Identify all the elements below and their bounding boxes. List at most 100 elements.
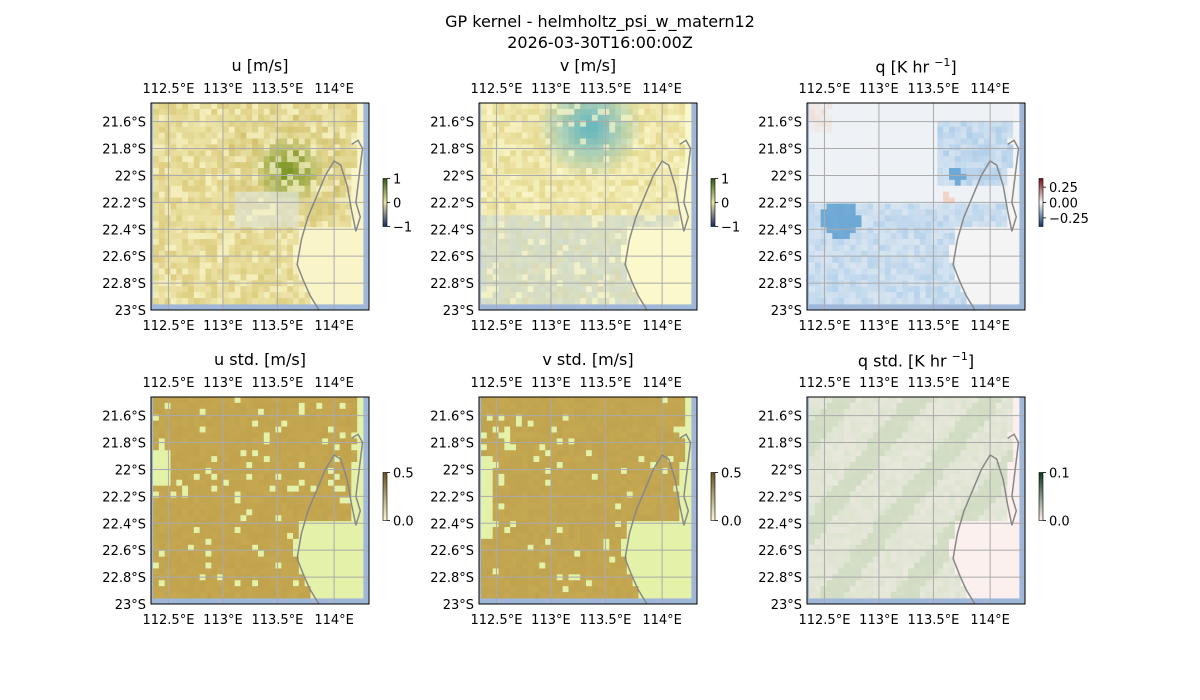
heatmap-cell <box>626 286 634 293</box>
heatmap-cell <box>516 185 523 193</box>
heatmap-cell <box>240 462 247 469</box>
heatmap-cell <box>597 250 604 258</box>
heatmap-cell <box>638 162 645 169</box>
heatmap-cell <box>638 292 645 299</box>
heatmap-cell <box>861 132 868 139</box>
heatmap-cell <box>989 286 997 293</box>
heatmap-cell <box>591 238 599 246</box>
heatmap-cell <box>269 586 276 593</box>
heatmap-cell <box>989 227 997 234</box>
heatmap-cell <box>182 108 189 116</box>
heatmap-cell <box>258 203 265 210</box>
heatmap-cell <box>919 179 927 187</box>
heatmap-cell <box>533 103 540 110</box>
heatmap-cell <box>153 286 160 293</box>
heatmap-cell <box>855 221 862 228</box>
heatmap-cell <box>170 108 177 116</box>
heatmap-cell <box>217 532 224 540</box>
heatmap-cell <box>246 467 253 475</box>
heatmap-cell <box>615 233 622 240</box>
heatmap-cell <box>638 227 645 234</box>
heatmap-cell <box>345 503 352 510</box>
heatmap-cell <box>1001 144 1008 151</box>
heatmap-cell <box>246 432 253 439</box>
heatmap-cell <box>873 126 880 133</box>
heatmap-cell <box>287 444 294 451</box>
heatmap-cell <box>269 515 276 522</box>
heatmap-cell <box>211 250 218 258</box>
heatmap-cell <box>205 497 212 504</box>
heatmap-cell <box>246 532 253 540</box>
heatmap-cell <box>510 256 517 264</box>
heatmap-cell <box>153 221 160 228</box>
heatmap-cell <box>188 227 195 234</box>
heatmap-cell <box>316 268 323 275</box>
heatmap-cell <box>972 227 979 234</box>
heatmap-cell <box>357 402 364 410</box>
heatmap-cell <box>890 197 897 204</box>
heatmap-cell <box>316 550 323 558</box>
heatmap-cell <box>943 132 950 139</box>
heatmap-cell <box>310 179 317 187</box>
heatmap-cell <box>153 173 160 181</box>
heatmap-cell <box>481 203 488 210</box>
heatmap-cell <box>914 197 921 204</box>
x-tick-label-top: 112.5°E <box>142 82 194 97</box>
heatmap-cell <box>521 262 529 269</box>
y-tick-label: 23°S <box>115 304 146 319</box>
heatmap-cell <box>193 479 201 487</box>
heatmap-cell <box>333 250 341 258</box>
heatmap-cell <box>539 197 546 204</box>
heatmap-cell <box>357 203 364 210</box>
heatmap-cell <box>667 238 674 246</box>
heatmap-cell <box>820 191 827 198</box>
heatmap-cell <box>844 191 851 198</box>
heatmap-cell <box>258 503 265 510</box>
heatmap-cell <box>298 238 306 246</box>
heatmap-cell <box>586 215 593 222</box>
heatmap-cell <box>679 179 686 187</box>
heatmap-cell <box>176 408 183 416</box>
heatmap-cell <box>263 420 271 427</box>
heatmap-cell <box>287 173 294 181</box>
heatmap-cell <box>211 408 218 416</box>
heatmap-cell <box>258 268 265 275</box>
heatmap-cell <box>925 162 932 169</box>
heatmap-cell <box>849 103 857 110</box>
heatmap-cell <box>597 233 604 240</box>
heatmap-cell <box>844 262 851 269</box>
heatmap-cell <box>205 197 212 204</box>
heatmap-cell <box>269 120 276 128</box>
heatmap-cell <box>551 197 558 204</box>
heatmap-cell <box>176 426 183 433</box>
heatmap-cell <box>826 262 833 269</box>
x-tick-label-bottom: 113°E <box>203 319 243 334</box>
heatmap-cell <box>345 209 352 216</box>
heatmap-cell <box>1013 191 1020 198</box>
heatmap-cell <box>844 144 851 151</box>
heatmap-cell <box>153 256 160 264</box>
heatmap-cell <box>978 233 985 240</box>
heatmap-cell <box>603 292 610 299</box>
heatmap-cell <box>679 197 686 204</box>
heatmap-cell <box>345 138 352 145</box>
heatmap-cell <box>551 126 558 133</box>
heatmap-cell <box>673 120 680 128</box>
heatmap-cell <box>339 103 346 110</box>
heatmap-cell <box>685 126 692 133</box>
heatmap-cell <box>211 450 218 457</box>
heatmap-cell <box>615 244 622 252</box>
heatmap-cell <box>984 156 991 163</box>
heatmap-cell <box>673 179 680 187</box>
heatmap-cell <box>240 568 247 575</box>
heatmap-cell <box>638 114 645 122</box>
heatmap-cell <box>679 233 686 240</box>
heatmap-cell <box>240 509 247 516</box>
heatmap-cell <box>644 268 651 275</box>
heatmap-cell <box>281 221 288 228</box>
heatmap-cell <box>949 215 956 222</box>
heatmap-cell <box>228 173 236 181</box>
heatmap-cell <box>626 191 634 198</box>
heatmap-cell <box>949 268 956 275</box>
heatmap-cell <box>252 221 259 228</box>
